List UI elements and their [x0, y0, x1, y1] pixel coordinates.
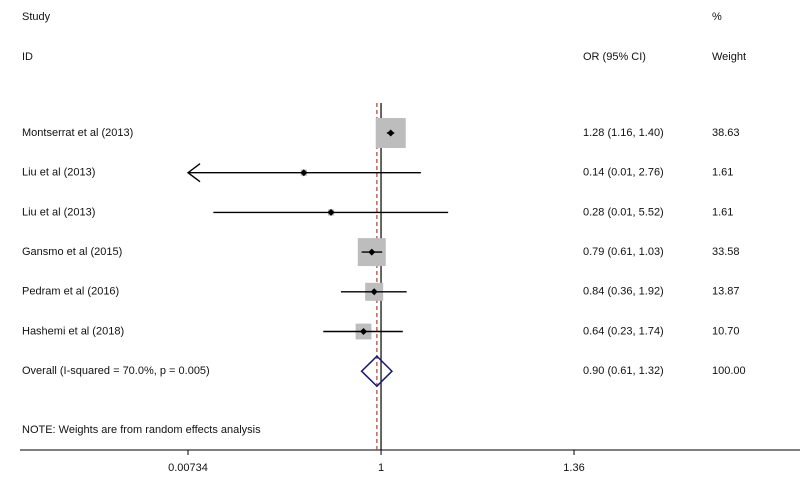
overall-weight-label: 100.00 — [712, 365, 746, 377]
point — [368, 248, 376, 256]
study-name: Pedram et al (2016) — [22, 286, 119, 298]
note: NOTE: Weights are from random effects an… — [22, 424, 261, 436]
study-name: Gansmo et al (2015) — [22, 246, 122, 258]
ci-label: 0.14 (0.01, 2.76) — [583, 167, 664, 179]
overall-diamond — [360, 355, 394, 388]
x-tick-label: 1.36 — [563, 462, 584, 474]
point — [370, 288, 378, 296]
weight-label: 1.61 — [712, 167, 733, 179]
ci-label: 1.28 (1.16, 1.40) — [583, 127, 664, 139]
weight-label: 13.87 — [712, 286, 740, 298]
header-weight: Weight — [712, 51, 746, 63]
study-name: Liu et al (2013) — [22, 167, 95, 179]
x-tick-label: 1 — [378, 462, 384, 474]
header-study: Study — [22, 11, 51, 23]
study-name: Hashemi et al (2018) — [22, 325, 124, 337]
point — [300, 169, 308, 177]
overall-ci-label: 0.90 (0.61, 1.32) — [583, 365, 664, 377]
weight-label: 33.58 — [712, 246, 740, 258]
study-name: Montserrat et al (2013) — [22, 127, 133, 139]
weight-label: 1.61 — [712, 206, 733, 218]
point — [327, 208, 335, 216]
header-id: ID — [22, 51, 33, 63]
header-ci: OR (95% CI) — [583, 51, 646, 63]
ci-label: 0.28 (0.01, 5.52) — [583, 206, 664, 218]
overall-name: Overall (I-squared = 70.0%, p = 0.005) — [22, 365, 210, 377]
x-tick-label: 0.00734 — [168, 462, 208, 474]
weight-label: 38.63 — [712, 127, 740, 139]
ci-arrow — [186, 163, 201, 183]
point — [387, 129, 395, 137]
point — [360, 328, 368, 335]
weight-label: 10.70 — [712, 325, 740, 337]
ci-label: 0.79 (0.61, 1.03) — [583, 246, 664, 258]
ci-label: 0.64 (0.23, 1.74) — [583, 325, 664, 337]
header-pct: % — [712, 11, 722, 23]
study-name: Liu et al (2013) — [22, 206, 95, 218]
ci-label: 0.84 (0.36, 1.92) — [583, 286, 664, 298]
